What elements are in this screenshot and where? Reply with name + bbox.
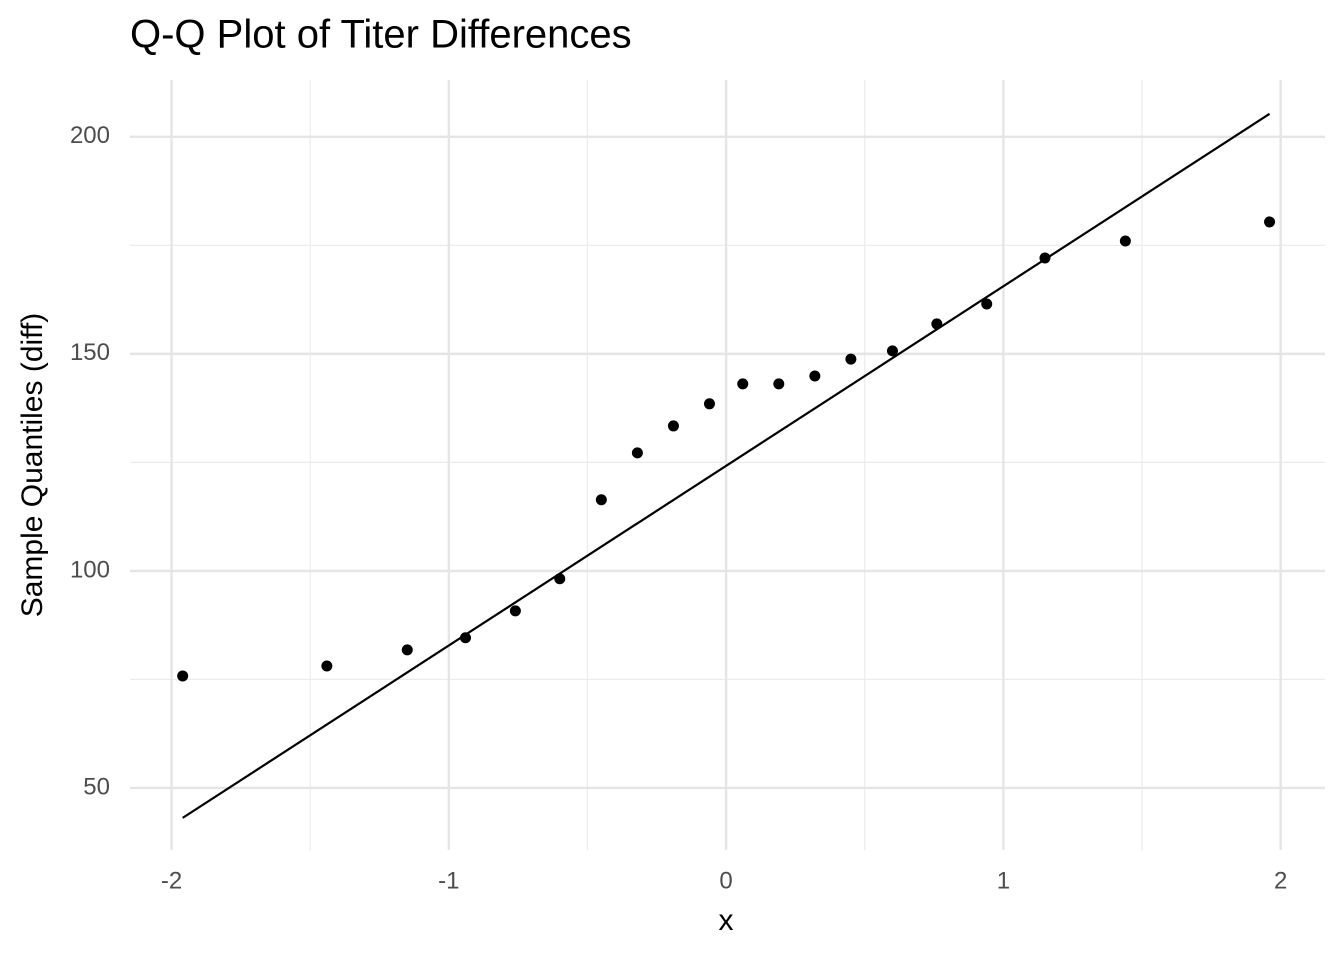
point	[321, 660, 333, 672]
y-tick-label: 200	[70, 122, 110, 149]
point	[459, 632, 471, 644]
point	[595, 494, 607, 506]
point	[667, 420, 679, 432]
point	[886, 345, 898, 357]
grid	[130, 80, 1325, 850]
point	[631, 447, 643, 459]
y-axis-label: Sample Quantiles (diff)	[16, 313, 49, 618]
y-tick-label: 150	[70, 339, 110, 366]
x-axis-label: x	[719, 904, 734, 937]
marks	[177, 112, 1276, 819]
point	[981, 298, 993, 310]
x-tick-label: 2	[1274, 867, 1287, 894]
x-tick-label: 1	[997, 867, 1010, 894]
x-tick-label: -2	[161, 867, 182, 894]
x-tick-label: 0	[719, 867, 732, 894]
point	[1039, 252, 1051, 264]
point	[177, 670, 189, 682]
y-tick-label: 100	[70, 556, 110, 583]
point	[931, 318, 943, 330]
reference-line	[182, 112, 1271, 819]
x-tick-label: -1	[438, 867, 459, 894]
point	[845, 353, 857, 365]
y-tick-label: 50	[83, 773, 110, 800]
point	[1264, 216, 1276, 228]
point	[737, 378, 749, 390]
point	[1119, 235, 1131, 247]
point	[773, 378, 785, 390]
chart-title: Q-Q Plot of Titer Differences	[130, 13, 632, 57]
point	[509, 605, 521, 617]
point	[401, 644, 413, 656]
point	[703, 398, 715, 410]
point	[554, 573, 566, 585]
point	[809, 370, 821, 382]
